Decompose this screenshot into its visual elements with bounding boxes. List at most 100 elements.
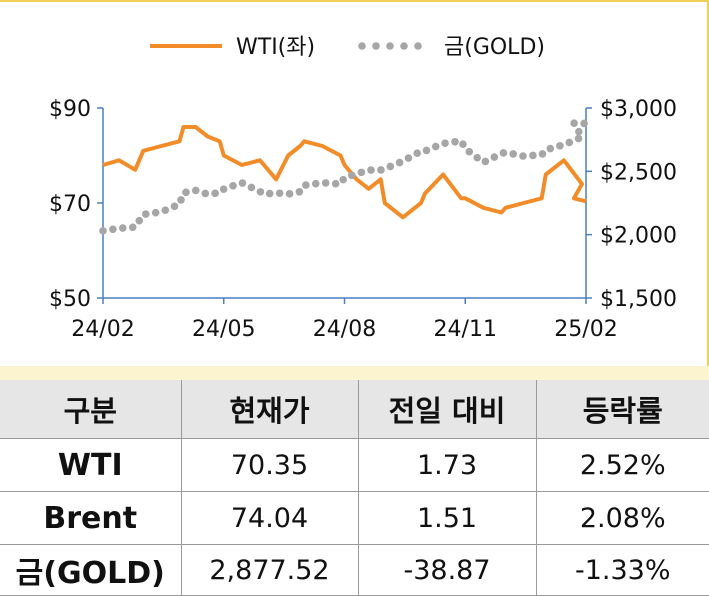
header-daily-change: 전일 대비 [358,380,537,439]
gold-series-dot [556,142,564,150]
gold-series-dot [481,157,490,166]
wti-series-line [102,125,587,220]
gold-series-dot [99,227,107,235]
gold-series-dot [170,202,179,211]
right-tick-label: $2,500 [600,160,677,185]
gold-series-dot [459,140,467,149]
row-name: Brent [0,491,182,545]
gold-series-dot [490,153,499,161]
gold-series-dot [546,144,555,153]
legend-gold-swatch-dot [372,42,380,50]
price-table: 구분 현재가 전일 대비 등락률 WTI 70.35 1.73 2.52% Br… [0,380,709,596]
right-tick-label: $1,500 [600,287,677,312]
gold-series-dot [473,153,482,162]
gold-series-dot [519,152,527,160]
gold-series-dot [538,150,547,158]
left-tick-label: $70 [49,192,91,217]
row-rate: 2.08% [536,491,709,545]
legend-gold-label: 금(GOLD) [444,35,545,60]
gold-series-dot [422,146,431,155]
row-name: 금(GOLD) [0,544,182,596]
left-tick-label: $90 [49,97,91,122]
oil-gold-line-chart: WTI(좌) 금(GOLD) $90 $70 $50 $3,000 $2,500 $2,00… [49,35,677,342]
gold-series-dot [357,168,366,177]
gold-series-dot [441,139,449,147]
header-change-rate: 등락률 [536,380,709,439]
gold-series-dot [465,147,474,156]
legend-gold-swatch-dot [358,42,366,50]
x-tick-label: 25/02 [554,317,617,342]
gold-series-dot [331,179,340,188]
gold-series-dot [229,182,237,190]
gold-series-dot [404,154,413,162]
right-tick-label: $3,000 [600,97,677,122]
gold-series-dot [499,149,508,157]
gold-series-dot [151,208,160,217]
gold-series-dot [247,183,256,192]
gold-series-dot [580,119,588,128]
row-price: 70.35 [181,438,359,492]
gold-series-dot [395,158,404,167]
gold-series-dot [177,196,185,204]
legend-wti-label: WTI(좌) [236,35,315,60]
gold-series-dot [141,210,150,218]
gold-series-dot [431,142,440,151]
x-tick-label: 24/02 [71,317,134,342]
row-price: 74.04 [181,491,359,545]
table-header-row: 구분 현재가 전일 대비 등락률 [0,380,709,439]
gold-series-dot [161,206,170,215]
x-tick-label: 24/08 [313,317,376,342]
gold-series-dot [191,186,200,195]
legend-gold-swatch-dot [400,42,408,50]
gold-series-dot [574,134,583,143]
gold-series-dot [109,225,117,234]
row-price: 2,877.52 [181,544,359,596]
gold-series-dot [451,138,459,146]
row-rate: 2.52% [536,438,709,492]
gold-series-dot [386,162,395,171]
gold-series-dot [128,223,137,232]
gold-series-dot [285,190,294,198]
gold-series-dot [413,149,421,157]
gold-series-dot [348,171,356,180]
gold-series-dot [182,188,190,197]
legend-gold-swatch-dot [386,42,394,50]
table-row: WTI 70.35 1.73 2.52% [0,438,709,492]
x-tick-label: 24/05 [192,317,255,342]
gold-series-dot [219,185,228,193]
gold-series-dot [377,166,385,174]
table-row: Brent 74.04 1.51 2.08% [0,491,709,545]
left-tick-label: $50 [49,287,91,312]
gold-series-dot [529,151,537,160]
legend-gold-swatch-dot [414,42,422,50]
row-change: 1.51 [358,491,537,545]
header-category: 구분 [0,380,182,439]
chart-series [99,119,588,235]
gold-series-dot [295,187,304,196]
gold-series-dot [135,216,144,225]
gold-series-dot [367,166,375,174]
chart-legend: WTI(좌) 금(GOLD) [150,35,545,60]
gold-series-dot [311,179,320,188]
gold-series-dot [201,189,210,198]
gold-series-dot [575,127,583,136]
gold-series-dot [265,189,274,198]
table-row: 금(GOLD) 2,877.52 -38.87 -1.33% [0,544,709,596]
gold-series-dot [256,188,265,196]
gold-series-dot [302,181,310,189]
chart-axes: $90 $70 $50 $3,000 $2,500 $2,000 $1,500 24/02 24… [49,97,677,342]
gold-series-dot [275,189,284,198]
header-current-price: 현재가 [181,380,359,439]
right-tick-label: $2,000 [600,224,677,249]
gold-series-dot [570,119,578,128]
gold-series-dot [118,224,127,232]
gold-series-dot [565,138,574,147]
chart-panel: WTI(좌) 금(GOLD) $90 $70 $50 $3,000 $2,500 $2,00… [0,0,709,378]
gold-series-dot [238,179,247,187]
row-change: 1.73 [358,438,537,492]
gold-series-dot [321,179,330,187]
gold-series-dot [211,189,219,198]
gold-series-dot [339,175,348,184]
x-tick-label: 24/11 [434,317,497,342]
row-change: -38.87 [358,544,537,596]
